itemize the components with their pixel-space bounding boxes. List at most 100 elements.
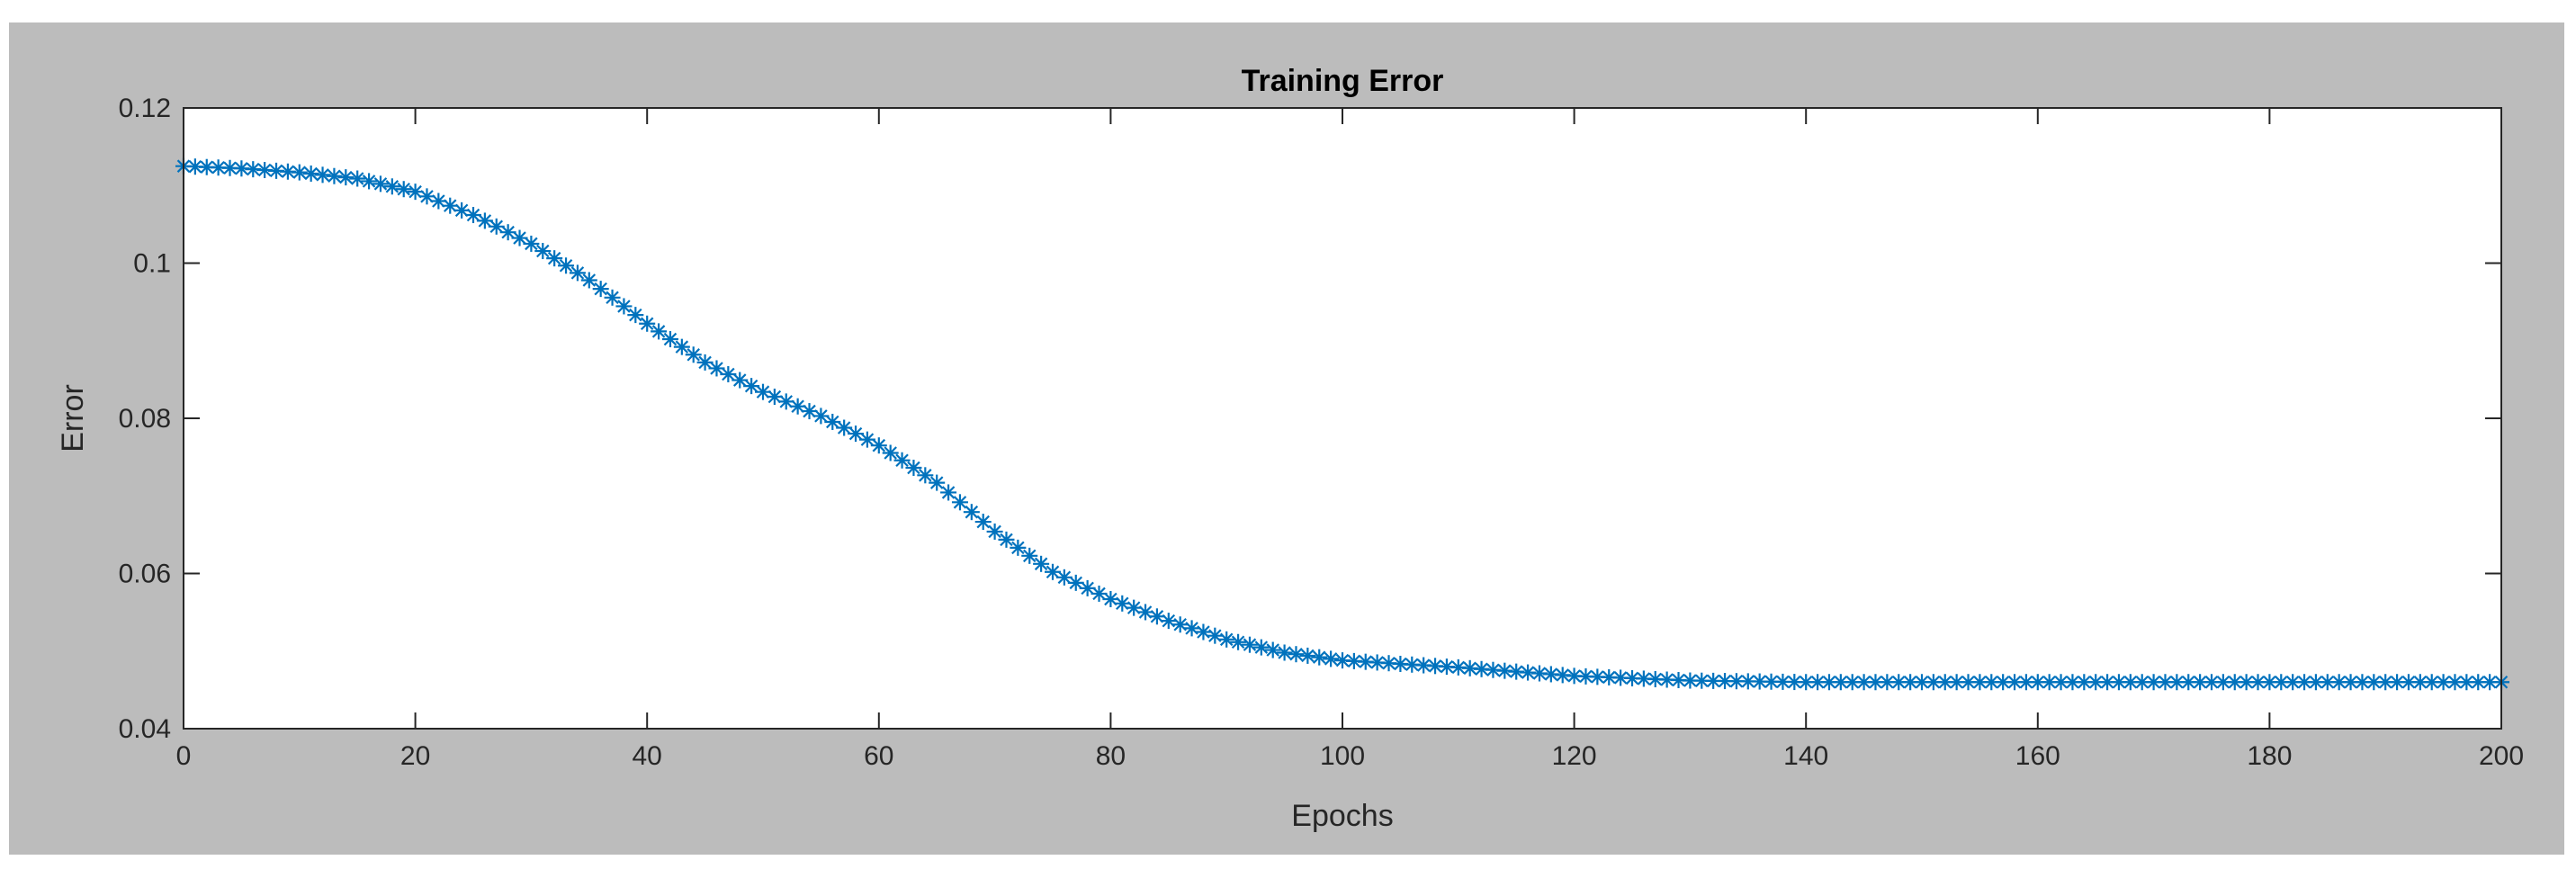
data-point bbox=[2377, 674, 2394, 691]
data-point bbox=[291, 164, 308, 181]
data-point bbox=[592, 281, 609, 298]
data-point bbox=[2389, 674, 2406, 691]
x-tick-label: 80 bbox=[1096, 741, 1126, 771]
data-point bbox=[673, 338, 690, 355]
data-point bbox=[302, 165, 319, 182]
data-point bbox=[824, 413, 841, 430]
data-point bbox=[337, 169, 355, 186]
data-point bbox=[1033, 555, 1050, 572]
data-point bbox=[546, 250, 563, 267]
data-point bbox=[651, 323, 668, 340]
data-point bbox=[1148, 608, 1165, 625]
y-tick-label: 0.08 bbox=[119, 404, 171, 434]
data-point bbox=[580, 272, 597, 289]
x-tick-label: 100 bbox=[1320, 741, 1365, 771]
data-point bbox=[951, 494, 968, 511]
data-point bbox=[1624, 669, 1640, 686]
data-point bbox=[2204, 674, 2220, 691]
data-point bbox=[1438, 658, 1455, 676]
data-point bbox=[1971, 674, 1988, 691]
data-point bbox=[1114, 595, 1131, 612]
data-point bbox=[430, 193, 447, 210]
data-point bbox=[732, 372, 749, 389]
data-point bbox=[2458, 674, 2475, 691]
data-point bbox=[2110, 674, 2127, 691]
data-point bbox=[534, 243, 552, 260]
data-point bbox=[893, 452, 911, 469]
data-point bbox=[1542, 666, 1559, 683]
data-point bbox=[2168, 674, 2186, 691]
data-point bbox=[1670, 672, 1687, 689]
x-tick-label: 20 bbox=[400, 741, 430, 771]
data-point bbox=[361, 173, 378, 190]
data-point bbox=[476, 212, 493, 229]
data-point bbox=[882, 444, 899, 461]
data-point bbox=[1010, 539, 1027, 556]
data-point bbox=[1264, 641, 1281, 658]
data-point bbox=[986, 523, 1003, 540]
data-point bbox=[743, 378, 760, 395]
data-point bbox=[720, 366, 737, 383]
data-point bbox=[372, 175, 389, 193]
data-point bbox=[1890, 674, 1907, 691]
x-tick-label: 120 bbox=[1552, 741, 1597, 771]
data-point bbox=[2214, 674, 2231, 691]
data-point bbox=[523, 235, 540, 252]
data-point bbox=[685, 346, 702, 363]
data-point bbox=[974, 514, 992, 531]
data-point bbox=[708, 360, 725, 377]
data-point bbox=[1102, 590, 1119, 607]
axes-box bbox=[183, 107, 2502, 730]
data-point bbox=[1207, 627, 1224, 644]
y-tick-label: 0.04 bbox=[119, 714, 171, 744]
data-point bbox=[2226, 674, 2243, 691]
data-point bbox=[2087, 674, 2105, 691]
data-point bbox=[917, 467, 934, 484]
data-point bbox=[2249, 674, 2266, 691]
data-point bbox=[604, 289, 621, 306]
data-point bbox=[349, 170, 366, 187]
data-point bbox=[1323, 650, 1340, 667]
x-tick-label: 200 bbox=[2479, 741, 2524, 771]
data-point bbox=[1241, 636, 1258, 653]
data-point bbox=[1160, 613, 1177, 630]
y-tick-label: 0.06 bbox=[119, 560, 171, 589]
y-tick-label: 0.1 bbox=[133, 249, 171, 279]
data-point bbox=[1844, 674, 1861, 691]
data-point bbox=[1276, 644, 1293, 661]
data-point bbox=[256, 162, 274, 178]
data-point bbox=[1415, 657, 1432, 674]
data-point bbox=[1739, 673, 1756, 690]
y-tick-label: 0.12 bbox=[119, 94, 171, 123]
data-point bbox=[245, 161, 262, 178]
data-point bbox=[499, 224, 516, 241]
data-point bbox=[905, 460, 922, 477]
data-point bbox=[627, 307, 644, 324]
data-point bbox=[395, 181, 412, 198]
data-point bbox=[558, 257, 575, 274]
data-point bbox=[1126, 599, 1143, 616]
data-point bbox=[1252, 639, 1270, 656]
x-axis-label: Epochs bbox=[1291, 799, 1393, 833]
data-point bbox=[1183, 620, 1200, 637]
data-point bbox=[836, 419, 853, 436]
data-point bbox=[2423, 674, 2440, 691]
data-point bbox=[696, 354, 714, 371]
data-point bbox=[1195, 623, 1212, 641]
data-point bbox=[998, 531, 1015, 548]
x-tick-label: 160 bbox=[2015, 741, 2060, 771]
data-point bbox=[1855, 674, 1872, 691]
data-point bbox=[465, 207, 481, 224]
data-point bbox=[858, 431, 875, 448]
x-tick-label: 140 bbox=[1783, 741, 1828, 771]
data-point bbox=[870, 437, 887, 454]
y-axis-label: Error bbox=[56, 384, 90, 452]
data-point bbox=[326, 167, 343, 184]
x-tick-label: 40 bbox=[633, 741, 662, 771]
data-point bbox=[1392, 655, 1409, 672]
axis-ticks: 0 20 40 60 80 100 120 140 160 180 200 0.04 0.06 0.08 0… bbox=[119, 94, 2524, 771]
data-point bbox=[1647, 670, 1664, 687]
chart-title: Training Error bbox=[1242, 64, 1444, 98]
data-point bbox=[268, 162, 285, 179]
